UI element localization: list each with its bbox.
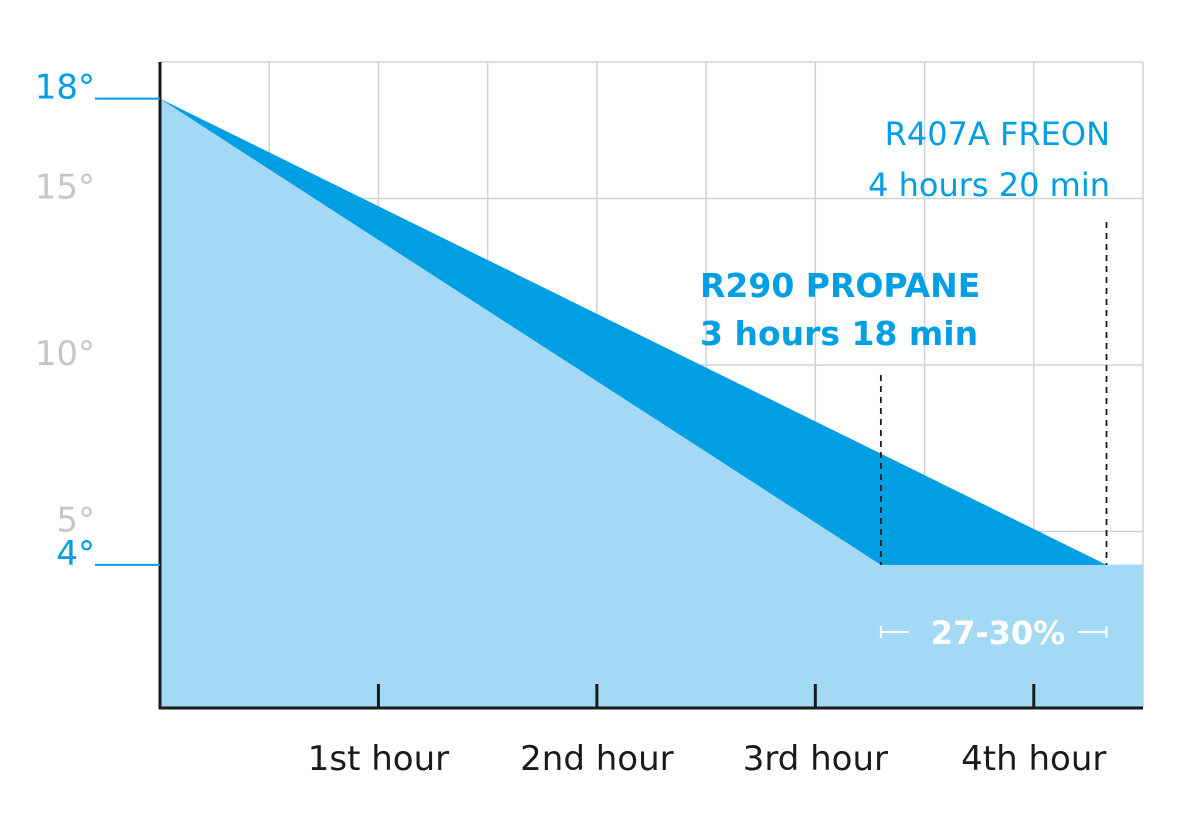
axes [95,62,1143,710]
difference-label: 27-30% [931,614,1065,652]
y-tick-label: 18° [35,68,95,108]
y-tick-label: 4° [56,534,95,574]
r290-annotation-name: R290 PROPANE [700,266,980,305]
r407a-annotation-name: R407A FREON [885,115,1110,153]
x-tick-label: 4th hour [961,739,1106,779]
r290-annotation-time: 3 hours 18 min [700,314,978,353]
x-tick-label: 1st hour [308,739,449,779]
series-area-1 [160,98,1143,709]
end-markers [879,222,1108,565]
y-tick-label: 15° [35,168,95,208]
y-tick-label: 10° [35,334,95,374]
y-tick-label: 5° [56,501,95,541]
labels: R407A FREON 4 hours 20 min R290 PROPANE … [35,68,1110,779]
x-tick-label: 2nd hour [520,739,673,779]
x-tick-label: 3rd hour [743,739,888,779]
r407a-annotation-time: 4 hours 20 min [868,166,1110,204]
series-areas [160,98,1143,709]
